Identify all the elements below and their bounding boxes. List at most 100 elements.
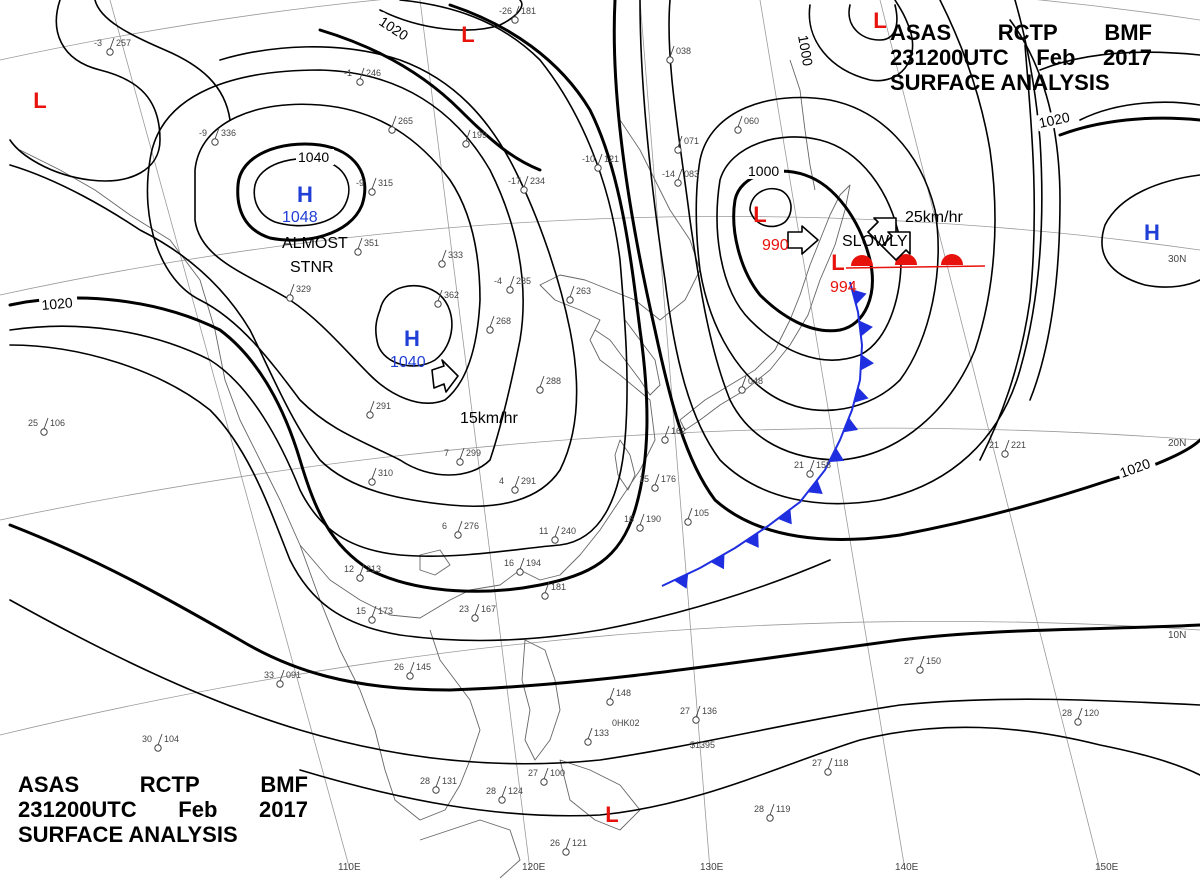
station-plot: 16 194 xyxy=(504,557,541,576)
station-plot: 199 xyxy=(462,129,487,148)
header-code: BMF xyxy=(1104,20,1152,45)
station-temperature: 27 xyxy=(680,706,690,716)
station-circle xyxy=(438,260,446,268)
station-temperature: -1 xyxy=(344,68,352,78)
cold-front xyxy=(661,281,874,589)
wind-barb xyxy=(289,283,295,296)
wind-barb xyxy=(1004,439,1010,452)
station-circle xyxy=(40,428,48,436)
wind-barb xyxy=(677,135,683,148)
station-plot: 15 173 xyxy=(356,605,393,624)
cold-front-triangle xyxy=(673,573,689,589)
station-pressure: 268 xyxy=(496,316,511,326)
coastline-asia-mainland xyxy=(19,119,701,619)
coastline-hainan xyxy=(419,549,451,576)
station-plot: 27 136 xyxy=(680,705,717,724)
low-pressure-center: L xyxy=(461,22,474,47)
station-circle xyxy=(454,531,462,539)
cold-front-triangle xyxy=(777,509,792,525)
station-plot: 27 150 xyxy=(904,655,941,674)
longitude-label: 140E xyxy=(895,862,919,873)
coastlines xyxy=(19,59,851,878)
station-pressure: 336 xyxy=(221,128,236,138)
high-pressure-center: H 1048 xyxy=(282,182,318,226)
wind-barb xyxy=(489,315,495,328)
station-circle xyxy=(354,248,362,256)
isobar-1004-low xyxy=(716,136,902,361)
station-circle xyxy=(536,386,544,394)
isobar-1000-north xyxy=(808,0,914,82)
latitude-line-20n xyxy=(0,427,1200,521)
wind-barb xyxy=(1077,707,1083,720)
station-plot: 21 221 xyxy=(989,439,1026,458)
longitude-line-130e xyxy=(639,0,711,871)
station-plot: 148 xyxy=(606,687,631,706)
wind-barb xyxy=(157,733,163,746)
station-code: 0HK02 xyxy=(612,718,640,728)
coastline-luzon xyxy=(521,639,561,761)
footer-station: RCTP xyxy=(139,772,200,797)
footer-month: Feb xyxy=(178,797,218,822)
station-plot: 25 106 xyxy=(28,417,65,436)
station-pressure: 190 xyxy=(646,514,661,524)
wind-barb xyxy=(371,177,377,190)
low-symbol: L xyxy=(33,88,46,113)
isobar-label-text: 1020 xyxy=(1037,109,1071,131)
station-plot: 071 xyxy=(674,135,699,154)
isobar-1000-low xyxy=(732,169,874,333)
wind-barb xyxy=(639,513,645,526)
station-circle xyxy=(211,138,219,146)
wind-barb xyxy=(359,563,365,576)
station-temperature: 21 xyxy=(989,440,999,450)
station-pressure: 362 xyxy=(444,290,459,300)
station-circle xyxy=(674,179,682,187)
station-temperature: 4 xyxy=(499,476,504,486)
isobar-1036 xyxy=(194,103,481,404)
station-temperature: 28 xyxy=(1062,708,1072,718)
station-pressure: 276 xyxy=(464,521,479,531)
station-temperature: 33 xyxy=(264,670,274,680)
station-plot: 28 124 xyxy=(486,785,523,804)
latitude-label: 30N xyxy=(1168,254,1186,265)
station-plot: -9 315 xyxy=(356,177,393,196)
low-symbol: L xyxy=(831,250,844,275)
wind-barb xyxy=(457,520,463,533)
isobar-1040-north xyxy=(236,142,367,242)
annotation-text: 15km/hr xyxy=(460,410,518,427)
station-temperature: 23 xyxy=(459,604,469,614)
isobar-label-mask xyxy=(746,163,784,179)
isobar-1028-east xyxy=(1101,174,1200,288)
station-circle xyxy=(432,786,440,794)
wind-barb xyxy=(409,661,415,674)
station-pressure: 104 xyxy=(164,734,179,744)
station-pressure: 181 xyxy=(551,582,566,592)
coastline-sakhalin xyxy=(789,59,816,191)
wind-barb xyxy=(769,803,775,816)
station-temperature: 26 xyxy=(394,662,404,672)
station-pressure: 121 xyxy=(572,838,587,848)
high-value: 1040 xyxy=(390,354,426,371)
station-pressure: 106 xyxy=(50,418,65,428)
station-temperature: 6 xyxy=(442,521,447,531)
station-plot: 181 xyxy=(541,581,566,600)
cold-front-triangle xyxy=(860,354,874,371)
station-pressure: 288 xyxy=(546,376,561,386)
station-circle xyxy=(766,814,774,822)
coastline-taiwan xyxy=(614,439,636,491)
low-pressure-center: L xyxy=(33,88,46,113)
wind-barb xyxy=(43,417,49,430)
station-pressure: 299 xyxy=(466,448,481,458)
station-circle xyxy=(368,616,376,624)
station-plot: 12 213 xyxy=(344,563,381,582)
longitude-label: 110E xyxy=(338,862,361,873)
cold-front-triangle xyxy=(828,447,845,463)
isobar-label: 1020 xyxy=(38,293,79,314)
station-pressure: 100 xyxy=(550,768,565,778)
station-circle xyxy=(286,294,294,302)
wind-barb xyxy=(459,447,465,460)
wind-barb xyxy=(214,127,220,140)
station-plot: 28 120 xyxy=(1062,707,1099,726)
coastline-borneo xyxy=(419,819,521,878)
station-temperature: -14 xyxy=(662,169,675,179)
